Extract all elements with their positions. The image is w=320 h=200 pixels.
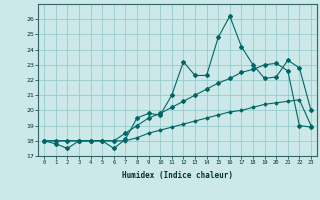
X-axis label: Humidex (Indice chaleur): Humidex (Indice chaleur) — [122, 171, 233, 180]
